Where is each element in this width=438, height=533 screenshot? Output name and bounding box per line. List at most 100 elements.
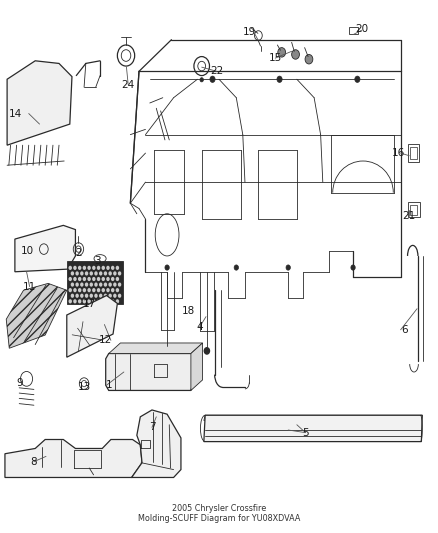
- Circle shape: [89, 294, 93, 298]
- Circle shape: [75, 294, 79, 298]
- Circle shape: [83, 299, 86, 303]
- Circle shape: [116, 288, 119, 292]
- Circle shape: [92, 266, 95, 270]
- Circle shape: [94, 294, 98, 298]
- Text: 7: 7: [148, 422, 155, 432]
- Circle shape: [113, 271, 117, 276]
- Circle shape: [200, 78, 203, 82]
- Text: 8: 8: [31, 457, 37, 467]
- Circle shape: [87, 288, 91, 292]
- Circle shape: [102, 277, 105, 281]
- Circle shape: [99, 294, 102, 298]
- Circle shape: [292, 50, 300, 59]
- Circle shape: [111, 299, 114, 303]
- Text: 16: 16: [392, 148, 405, 158]
- Circle shape: [111, 277, 114, 281]
- Circle shape: [89, 282, 93, 287]
- Circle shape: [99, 282, 102, 287]
- Circle shape: [83, 277, 86, 281]
- Polygon shape: [15, 225, 75, 272]
- Circle shape: [351, 265, 355, 270]
- Circle shape: [68, 299, 72, 303]
- Polygon shape: [132, 410, 181, 478]
- Circle shape: [73, 277, 77, 281]
- Circle shape: [97, 288, 100, 292]
- Polygon shape: [109, 343, 202, 353]
- Circle shape: [71, 271, 74, 276]
- Text: 15: 15: [268, 53, 282, 63]
- Circle shape: [89, 271, 93, 276]
- Circle shape: [83, 288, 86, 292]
- Circle shape: [104, 271, 107, 276]
- Bar: [349, 27, 358, 35]
- Circle shape: [73, 266, 77, 270]
- Circle shape: [92, 288, 95, 292]
- Text: Molding-SCUFF Diagram for YU08XDVAA: Molding-SCUFF Diagram for YU08XDVAA: [138, 514, 300, 523]
- Circle shape: [305, 54, 313, 64]
- Polygon shape: [191, 343, 202, 391]
- Circle shape: [165, 265, 169, 270]
- Circle shape: [109, 271, 112, 276]
- Circle shape: [106, 266, 110, 270]
- Circle shape: [104, 282, 107, 287]
- Polygon shape: [7, 61, 72, 145]
- Circle shape: [104, 294, 107, 298]
- Circle shape: [355, 76, 360, 83]
- Circle shape: [204, 348, 209, 354]
- Circle shape: [85, 282, 88, 287]
- Circle shape: [116, 277, 119, 281]
- Circle shape: [71, 282, 74, 287]
- Circle shape: [97, 266, 100, 270]
- Circle shape: [78, 266, 81, 270]
- Circle shape: [83, 266, 86, 270]
- Text: 22: 22: [210, 66, 223, 76]
- Text: 11: 11: [23, 281, 36, 292]
- Circle shape: [80, 271, 84, 276]
- Circle shape: [111, 288, 114, 292]
- Polygon shape: [106, 353, 195, 391]
- Circle shape: [118, 282, 121, 287]
- Polygon shape: [204, 415, 422, 442]
- Text: 6: 6: [402, 325, 408, 335]
- Circle shape: [102, 299, 105, 303]
- Text: 4: 4: [196, 322, 203, 332]
- Circle shape: [68, 266, 72, 270]
- Polygon shape: [67, 295, 117, 357]
- Circle shape: [111, 266, 114, 270]
- Text: 1: 1: [106, 380, 112, 390]
- Circle shape: [113, 282, 117, 287]
- Circle shape: [277, 76, 282, 83]
- Circle shape: [80, 282, 84, 287]
- Circle shape: [78, 299, 81, 303]
- Circle shape: [109, 282, 112, 287]
- Circle shape: [116, 299, 119, 303]
- Circle shape: [92, 277, 95, 281]
- Circle shape: [106, 299, 110, 303]
- Circle shape: [85, 294, 88, 298]
- Circle shape: [71, 294, 74, 298]
- Circle shape: [116, 266, 119, 270]
- Circle shape: [99, 271, 102, 276]
- Text: 3: 3: [95, 256, 101, 266]
- Circle shape: [234, 265, 238, 270]
- Circle shape: [75, 282, 79, 287]
- Circle shape: [286, 265, 290, 270]
- Circle shape: [78, 277, 81, 281]
- Circle shape: [78, 288, 81, 292]
- Circle shape: [87, 277, 91, 281]
- Text: 19: 19: [243, 27, 256, 37]
- Circle shape: [102, 266, 105, 270]
- Text: 10: 10: [21, 246, 35, 256]
- Circle shape: [106, 277, 110, 281]
- Text: 14: 14: [9, 109, 22, 118]
- Circle shape: [97, 277, 100, 281]
- Circle shape: [118, 271, 121, 276]
- Text: 13: 13: [78, 382, 91, 392]
- Circle shape: [102, 288, 105, 292]
- Circle shape: [73, 288, 77, 292]
- Text: 5: 5: [302, 427, 309, 438]
- Circle shape: [68, 277, 72, 281]
- Text: 2: 2: [75, 248, 82, 259]
- Bar: [410, 205, 417, 215]
- Text: 18: 18: [182, 306, 195, 316]
